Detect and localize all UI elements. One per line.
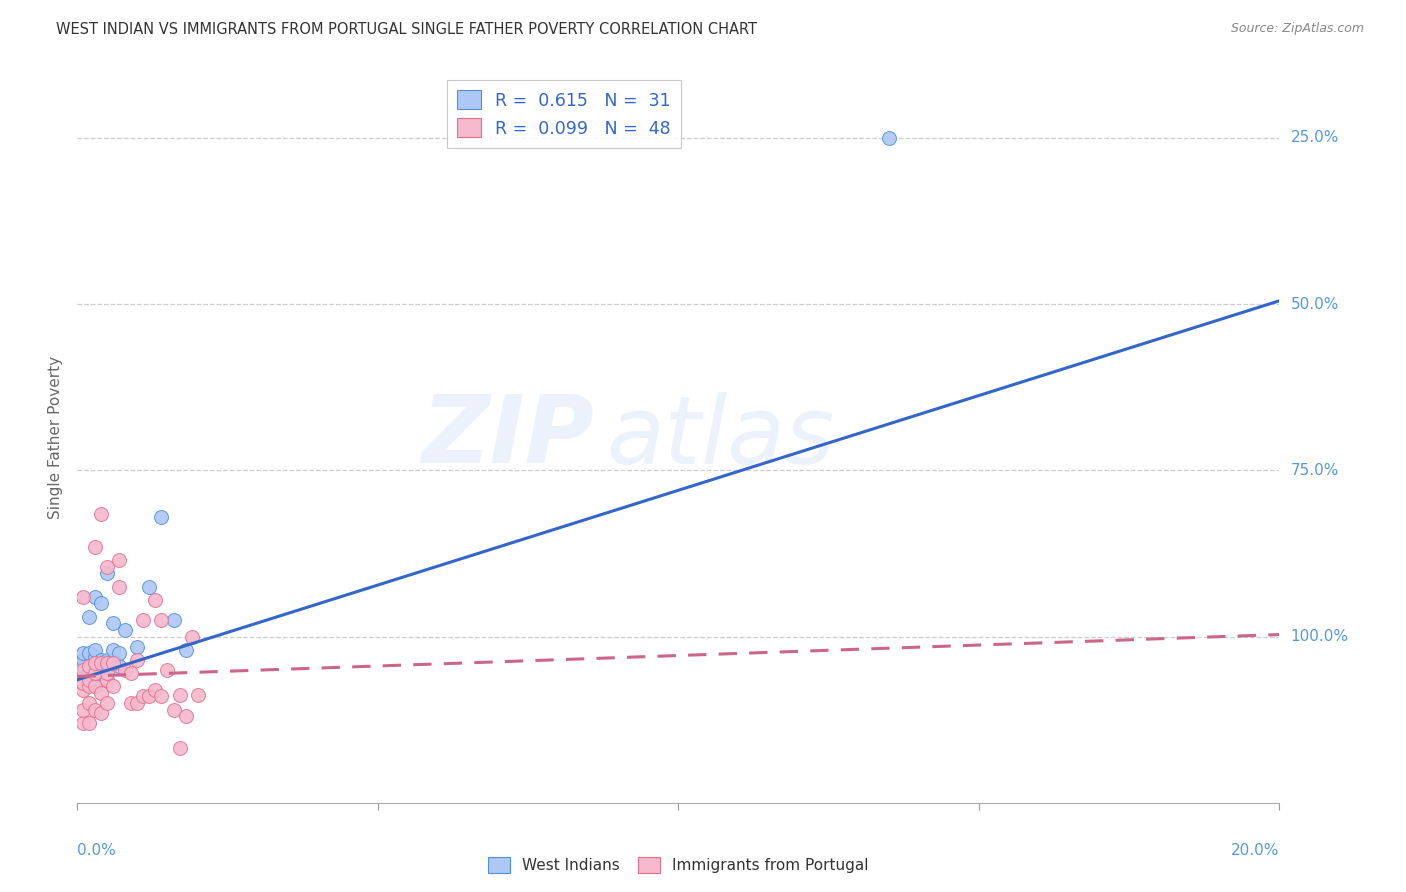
Point xyxy=(127,640,149,654)
Point xyxy=(174,643,197,657)
Point xyxy=(84,680,107,694)
Point xyxy=(169,741,191,756)
Point xyxy=(103,656,125,670)
Point xyxy=(96,696,118,710)
Point xyxy=(84,666,107,681)
Point xyxy=(150,509,173,524)
Point xyxy=(174,709,197,723)
Point xyxy=(84,659,107,673)
Point xyxy=(103,616,125,631)
Point xyxy=(114,623,136,637)
Point xyxy=(79,673,101,687)
Point xyxy=(79,659,101,673)
Point xyxy=(169,688,191,702)
Point xyxy=(72,590,94,604)
Point xyxy=(84,703,107,717)
Point xyxy=(84,540,107,554)
Point xyxy=(72,676,94,690)
Point xyxy=(79,716,101,731)
Point xyxy=(96,673,118,687)
Text: atlas: atlas xyxy=(606,392,835,483)
Text: 0.0%: 0.0% xyxy=(77,843,117,858)
Point xyxy=(162,703,184,717)
Point xyxy=(84,590,107,604)
Point xyxy=(72,659,94,673)
Point xyxy=(90,706,112,720)
Point xyxy=(96,566,118,581)
Point xyxy=(96,673,118,687)
Point xyxy=(145,682,167,697)
Point xyxy=(127,696,149,710)
Point xyxy=(84,680,107,694)
Point xyxy=(145,593,167,607)
Point xyxy=(72,663,94,677)
Point xyxy=(103,653,125,667)
Point xyxy=(162,613,184,627)
Point xyxy=(114,663,136,677)
Point xyxy=(156,663,179,677)
Point xyxy=(180,630,202,644)
Text: 20.0%: 20.0% xyxy=(1232,843,1279,858)
Point xyxy=(90,656,112,670)
Point xyxy=(150,613,173,627)
Point xyxy=(103,680,125,694)
Legend: West Indians, Immigrants from Portugal: West Indians, Immigrants from Portugal xyxy=(482,850,875,880)
Point xyxy=(90,507,112,521)
Point xyxy=(120,666,142,681)
Point xyxy=(72,646,94,660)
Point xyxy=(186,688,209,702)
Point xyxy=(79,696,101,710)
Point xyxy=(79,663,101,677)
Point xyxy=(108,553,131,567)
Point xyxy=(877,131,900,145)
Text: ZIP: ZIP xyxy=(422,391,595,483)
Point xyxy=(90,596,112,610)
Text: WEST INDIAN VS IMMIGRANTS FROM PORTUGAL SINGLE FATHER POVERTY CORRELATION CHART: WEST INDIAN VS IMMIGRANTS FROM PORTUGAL … xyxy=(56,22,758,37)
Point xyxy=(84,643,107,657)
Point xyxy=(72,653,94,667)
Point xyxy=(72,703,94,717)
Point xyxy=(79,609,101,624)
Point xyxy=(108,659,131,673)
Point xyxy=(132,613,155,627)
Point xyxy=(79,646,101,660)
Point xyxy=(79,680,101,694)
Point xyxy=(96,656,118,670)
Point xyxy=(72,682,94,697)
Text: 50.0%: 50.0% xyxy=(1291,297,1339,311)
Point xyxy=(138,580,160,594)
Point xyxy=(96,666,118,681)
Text: 75.0%: 75.0% xyxy=(1291,463,1339,478)
Y-axis label: Single Father Poverty: Single Father Poverty xyxy=(48,356,63,518)
Point xyxy=(72,716,94,731)
Point xyxy=(138,690,160,704)
Point xyxy=(90,666,112,681)
Point xyxy=(150,690,173,704)
Point xyxy=(90,686,112,700)
Point xyxy=(103,643,125,657)
Point xyxy=(72,666,94,681)
Point xyxy=(84,656,107,670)
Point xyxy=(108,646,131,660)
Text: 100.0%: 100.0% xyxy=(1291,629,1348,644)
Point xyxy=(132,690,155,704)
Point xyxy=(108,580,131,594)
Point xyxy=(96,653,118,667)
Point xyxy=(120,696,142,710)
Text: Source: ZipAtlas.com: Source: ZipAtlas.com xyxy=(1230,22,1364,36)
Point xyxy=(96,559,118,574)
Text: 25.0%: 25.0% xyxy=(1291,130,1339,145)
Point xyxy=(96,659,118,673)
Point xyxy=(90,653,112,667)
Point xyxy=(84,649,107,664)
Point xyxy=(127,653,149,667)
